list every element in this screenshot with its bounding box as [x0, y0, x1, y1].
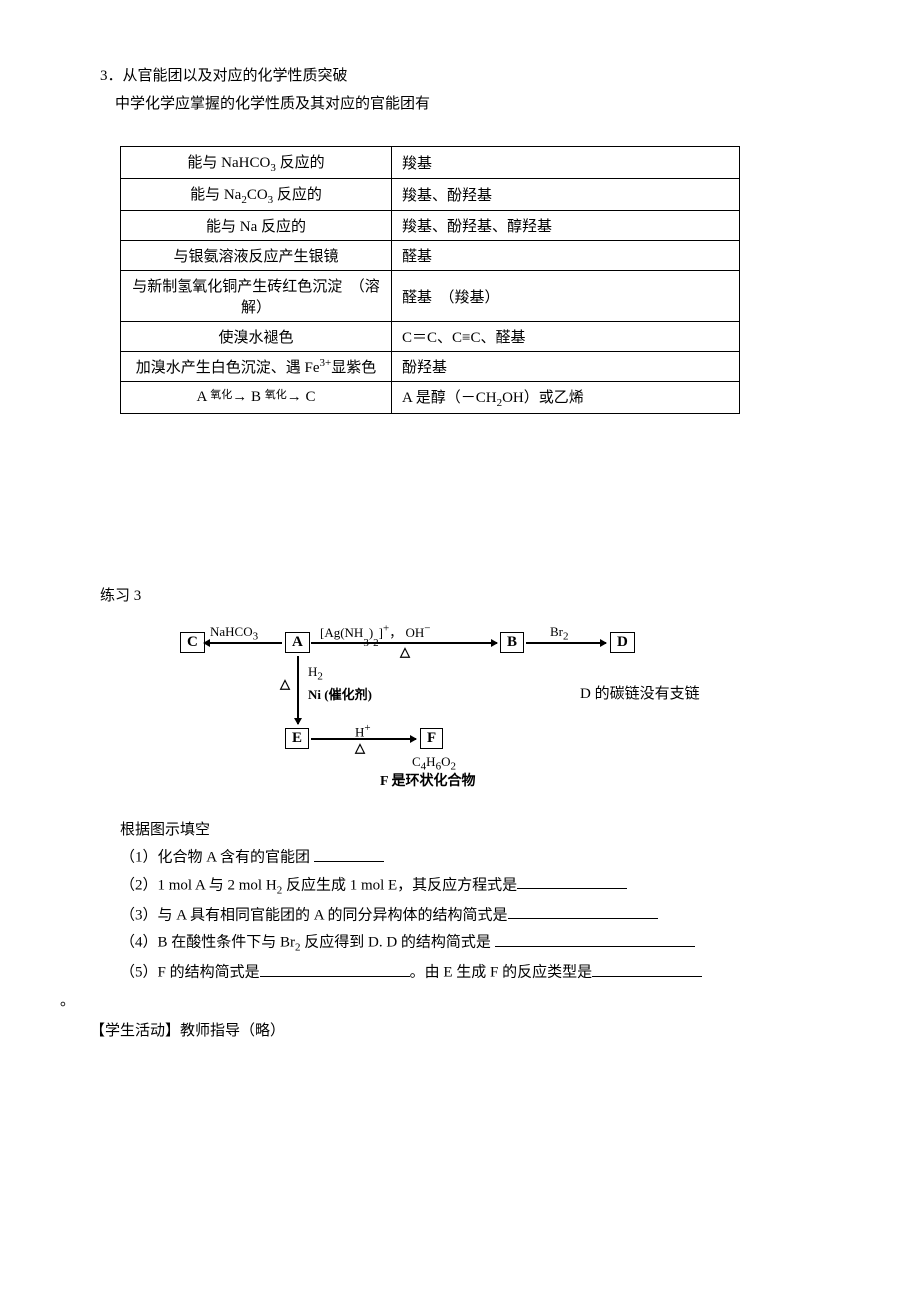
table-cell-right: 醛基 — [392, 241, 740, 271]
node-A: A — [285, 632, 310, 653]
label-f-ring: F 是环状化合物 — [380, 770, 476, 790]
table-row: 与新制氢氧化铜产生砖红色沉淀 （溶解）醛基 （羧基） — [121, 271, 740, 322]
table-row: 与银氨溶液反应产生银镜醛基 — [121, 241, 740, 271]
label-delta-3: △ — [355, 740, 365, 756]
question-1: （1）化合物 A 含有的官能团 — [120, 844, 860, 870]
table-cell-right: 羧基、酚羟基 — [392, 179, 740, 211]
reaction-diagram: C A B D NaHCO3 [Ag(NH3)2]+， OH− △ Br2 △ … — [180, 628, 740, 798]
blank-3 — [508, 902, 658, 920]
question-3: （3）与 A 具有相同官能团的 A 的同分异构体的结构简式是 — [120, 902, 860, 928]
label-delta-1: △ — [400, 644, 410, 660]
table-cell-right: C＝C、C≡C、醛基 — [392, 322, 740, 352]
exercise-title: 练习 3 — [100, 584, 860, 608]
node-D: D — [610, 632, 635, 653]
table-cell-left: 能与 Na2CO3 反应的 — [121, 179, 392, 211]
question-4: （4）B 在酸性条件下与 Br2 反应得到 D. D 的结构简式是 — [120, 929, 860, 957]
heading-line1: 3．从官能团以及对应的化学性质突破 — [100, 64, 860, 88]
table-row: 使溴水褪色C＝C、C≡C、醛基 — [121, 322, 740, 352]
table-cell-right: 羧基、酚羟基、醇羟基 — [392, 211, 740, 241]
question-5: （5）F 的结构简式是。由 E 生成 F 的反应类型是 — [120, 959, 860, 985]
table-cell-left: 能与 NaHCO3 反应的 — [121, 147, 392, 179]
node-E: E — [285, 728, 309, 749]
table-cell-left: 加溴水产生白色沉淀、遇 Fe3+显紫色 — [121, 352, 392, 382]
teacher-note: 【学生活动】教师指导（略） — [90, 1019, 860, 1043]
heading-line2: 中学化学应掌握的化学性质及其对应的官能团有 — [115, 92, 860, 116]
node-F: F — [420, 728, 443, 749]
question-2: （2）1 mol A 与 2 mol H2 反应生成 1 mol E，其反应方程… — [120, 872, 860, 900]
arrow-A-to-E — [297, 656, 299, 724]
properties-table: 能与 NaHCO3 反应的羧基能与 Na2CO3 反应的羧基、酚羟基能与 Na … — [120, 146, 740, 414]
blank-4 — [495, 929, 695, 947]
stray-period: 。 — [60, 989, 860, 1013]
node-B: B — [500, 632, 524, 653]
label-br2: Br2 — [550, 624, 569, 643]
table-cell-right: 羧基 — [392, 147, 740, 179]
blank-1 — [314, 844, 384, 862]
table-cell-left: 能与 Na 反应的 — [121, 211, 392, 241]
label-ni: Ni (催化剂) — [308, 684, 372, 703]
table-cell-left: 与新制氢氧化铜产生砖红色沉淀 （溶解） — [121, 271, 392, 322]
label-delta-2: △ — [280, 676, 290, 692]
table-row: 能与 Na2CO3 反应的羧基、酚羟基 — [121, 179, 740, 211]
table-cell-left: A 氧化→ B 氧化→ C — [121, 382, 392, 414]
table-cell-right: A 是醇（－CH2OH）或乙烯 — [392, 382, 740, 414]
table-cell-right: 醛基 （羧基） — [392, 271, 740, 322]
question-list: 根据图示填空 （1）化合物 A 含有的官能团 （2）1 mol A 与 2 mo… — [120, 818, 860, 985]
blank-5a — [260, 959, 410, 977]
table-row: 能与 Na 反应的羧基、酚羟基、醇羟基 — [121, 211, 740, 241]
label-hplus: H+ — [355, 722, 371, 740]
questions-intro: 根据图示填空 — [120, 818, 860, 842]
side-note-d: D 的碳链没有支链 — [580, 682, 700, 703]
table-cell-right: 酚羟基 — [392, 352, 740, 382]
table-row: A 氧化→ B 氧化→ CA 是醇（－CH2OH）或乙烯 — [121, 382, 740, 414]
table-row: 能与 NaHCO3 反应的羧基 — [121, 147, 740, 179]
blank-5b — [592, 959, 702, 977]
node-C: C — [180, 632, 205, 653]
label-agnh: [Ag(NH3)2]+， OH− — [320, 622, 430, 644]
table-cell-left: 使溴水褪色 — [121, 322, 392, 352]
table-row: 加溴水产生白色沉淀、遇 Fe3+显紫色酚羟基 — [121, 352, 740, 382]
label-nahco3: NaHCO3 — [210, 624, 258, 643]
table-cell-left: 与银氨溶液反应产生银镜 — [121, 241, 392, 271]
label-h2: H2 — [308, 664, 323, 683]
blank-2 — [517, 872, 627, 890]
